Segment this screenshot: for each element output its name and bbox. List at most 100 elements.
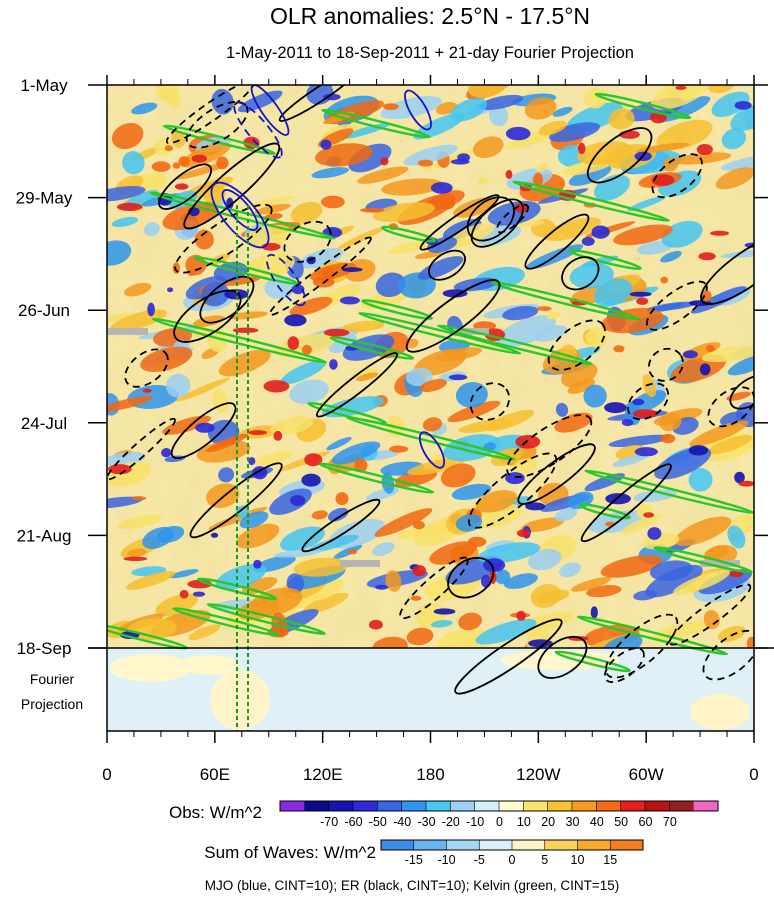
obs-colorbar-tick: -10	[466, 815, 484, 829]
waves-colorbar-box	[610, 840, 644, 850]
kelvin-contour	[380, 225, 437, 243]
obs-colorbar-box	[596, 801, 621, 811]
er-contour	[173, 289, 242, 343]
waves-colorbar-tick: -15	[405, 853, 423, 867]
waves-colorbar-tick: 15	[603, 853, 617, 867]
plot-area	[107, 85, 754, 731]
waves-colorbar-label: Sum of Waves: W/m^2	[204, 843, 376, 862]
er-contour	[470, 198, 524, 248]
kelvin-contour	[318, 462, 435, 494]
obs-colorbar-tick: 30	[566, 815, 580, 829]
waves-colorbar-box	[544, 840, 578, 850]
obs-colorbar-box	[280, 801, 305, 811]
waves-colorbar-box	[446, 840, 480, 850]
er-contour	[651, 153, 703, 199]
mjo-contour	[221, 189, 259, 231]
mjo-contour	[418, 431, 446, 469]
obs-colorbar-tick: -40	[393, 815, 411, 829]
kelvin-contour	[172, 607, 280, 637]
er-contour	[158, 163, 213, 210]
legend-footer: MJO (blue, CINT=10); ER (black, CINT=10)…	[205, 878, 620, 893]
projection-anomaly	[690, 694, 750, 730]
mjo-contour	[233, 101, 283, 159]
obs-colorbar-box	[693, 801, 719, 811]
obs-colorbar-box	[450, 801, 475, 811]
er-contour	[537, 635, 588, 679]
er-contour	[301, 498, 381, 553]
y-tick-label: 24-Jul	[21, 414, 67, 433]
kelvin-contour	[554, 650, 631, 673]
er-contour	[454, 618, 563, 695]
er-contour	[107, 417, 176, 481]
er-contour	[580, 463, 672, 543]
obs-colorbar-box	[353, 801, 378, 811]
y-tick-label: 1-May	[20, 76, 68, 95]
obs-colorbar-box	[669, 801, 694, 811]
er-contour	[648, 347, 684, 382]
x-tick-label: 60W	[629, 765, 664, 784]
kelvin-contour	[361, 299, 433, 320]
er-contour	[174, 203, 273, 274]
obs-colorbar-tick: 0	[496, 815, 503, 829]
kelvin-contour	[307, 401, 387, 425]
obs-colorbar-tick: -20	[442, 815, 460, 829]
kelvin-contour	[653, 546, 753, 574]
obs-colorbar-tick: 10	[517, 815, 531, 829]
er-contour	[185, 100, 249, 149]
er-contour	[729, 374, 754, 410]
obs-colorbar-box	[499, 801, 524, 811]
er-contour	[447, 556, 495, 599]
obs-colorbar-tick: 70	[663, 815, 677, 829]
x-tick-label: 120E	[303, 765, 343, 784]
y-tick-label: 26-Jun	[18, 301, 70, 320]
er-contour	[124, 348, 169, 388]
obs-colorbar-box	[547, 801, 573, 811]
er-contour	[506, 414, 593, 478]
obs-colorbar-tick: -60	[344, 815, 362, 829]
obs-colorbar-tick: 50	[614, 815, 628, 829]
er-contour	[278, 85, 359, 122]
er-contour	[469, 382, 511, 421]
er-contour	[399, 556, 469, 620]
waves-colorbar-tick: 5	[541, 853, 548, 867]
y-tick-label: 18-Sep	[17, 639, 72, 658]
obs-colorbar-box	[377, 801, 402, 811]
er-contour	[561, 256, 600, 291]
waves-colorbar-box	[479, 840, 513, 850]
waves-colorbar-box	[577, 840, 611, 850]
kelvin-contour	[568, 248, 642, 271]
obs-colorbar-tick: 60	[639, 815, 653, 829]
er-contour	[315, 352, 399, 418]
obs-colorbar: -70 -60 -50 -40 -30 -20 -10 0 10 20 30 40 50 60 70	[279, 800, 719, 829]
er-contour	[517, 443, 596, 505]
er-contour	[183, 142, 281, 230]
obs-colorbar-box	[645, 801, 670, 811]
x-tick-label: 60E	[200, 765, 230, 784]
obs-colorbar-box	[426, 801, 451, 811]
y-tick-label: 21-Aug	[17, 526, 72, 545]
er-contours	[107, 85, 754, 695]
mjo-contours	[210, 85, 446, 469]
obs-colorbar-box	[523, 801, 548, 811]
obs-colorbar-tick: -50	[369, 815, 387, 829]
obs-colorbar-tick: 20	[541, 815, 555, 829]
mjo-contour	[404, 89, 432, 131]
er-contour	[707, 386, 754, 428]
x-tick-label: 180	[416, 765, 444, 784]
waves-colorbar-box	[413, 840, 447, 850]
waves-colorbar-tick: -10	[437, 853, 455, 867]
x-tick-label: 0	[749, 765, 758, 784]
obs-colorbar-box	[474, 801, 500, 811]
er-contour	[668, 583, 752, 646]
er-contour	[268, 236, 372, 316]
kelvin-contour	[151, 317, 327, 364]
kelvin-contour	[358, 311, 522, 355]
obs-colorbar-label: Obs: W/m^2	[169, 803, 262, 822]
kelvin-contour	[512, 180, 670, 222]
er-contour	[547, 319, 606, 371]
kelvin-contour	[490, 281, 641, 321]
projection-blobs	[110, 650, 750, 730]
kelvin-contour	[321, 108, 431, 139]
projection-anomaly	[210, 670, 270, 730]
